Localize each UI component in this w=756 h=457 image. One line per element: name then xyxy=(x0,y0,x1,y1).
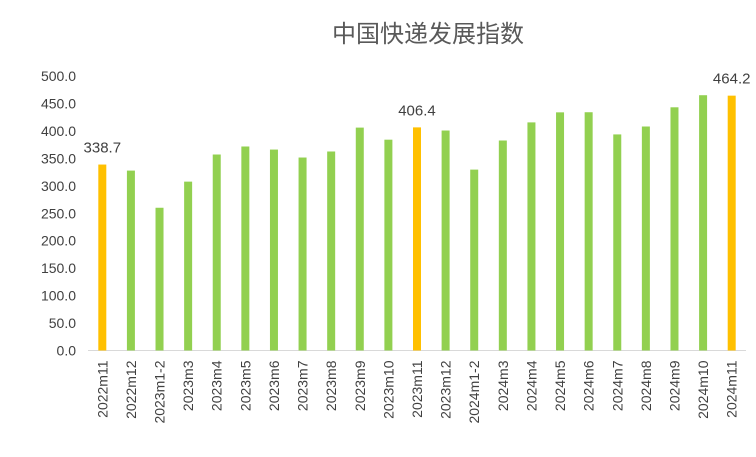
bar-2023m3 xyxy=(184,181,193,351)
data-label: 406.4 xyxy=(398,102,436,119)
y-tick-label: 50.0 xyxy=(49,315,76,331)
x-tick-label: 2023m9 xyxy=(352,360,368,411)
x-tick-label: 2023m8 xyxy=(323,360,339,411)
bar-2024m8 xyxy=(641,126,650,351)
y-tick-label: 450.0 xyxy=(41,95,76,111)
x-tick-label: 2023m4 xyxy=(209,360,225,411)
bar-2024m10 xyxy=(699,95,708,351)
x-tick-label: 2024m5 xyxy=(552,360,568,411)
chart-title: 中国快递发展指数 xyxy=(332,20,524,48)
bar-2023m10 xyxy=(384,139,393,351)
x-tick-label: 2023m6 xyxy=(266,360,282,411)
x-tick-label: 2024m8 xyxy=(638,360,654,411)
bar-2024m3 xyxy=(498,140,507,351)
x-tick-label: 2024m10 xyxy=(695,360,711,419)
x-tick-label: 2023m10 xyxy=(380,360,396,419)
bar-2023m4 xyxy=(212,154,221,351)
x-tick-label: 2023m1-2 xyxy=(152,360,168,423)
bar-2023m1-2 xyxy=(155,207,164,351)
x-tick-label: 2024m1-2 xyxy=(466,360,482,423)
bar-2024m7 xyxy=(613,134,622,351)
x-tick-label: 2024m4 xyxy=(523,360,539,411)
x-tick-label: 2023m3 xyxy=(180,360,196,411)
x-tick-label: 2024m7 xyxy=(609,360,625,411)
bar-2023m12 xyxy=(441,130,450,351)
x-tick-label: 2022m12 xyxy=(123,360,139,419)
bar-2023m11 xyxy=(413,127,421,351)
y-tick-label: 150.0 xyxy=(41,260,76,276)
bar-2024m11 xyxy=(727,95,736,351)
bar-2024m5 xyxy=(556,112,565,351)
y-tick-label: 100.0 xyxy=(41,288,76,304)
data-label: 338.7 xyxy=(84,140,122,157)
y-tick-label: 400.0 xyxy=(41,123,76,139)
x-tick-label: 2023m5 xyxy=(237,360,253,411)
x-tick-label: 2024m9 xyxy=(666,360,682,411)
bar-2024m4 xyxy=(527,122,536,351)
bar-2023m9 xyxy=(355,127,364,351)
y-tick-label: 0.0 xyxy=(57,343,77,359)
y-tick-label: 300.0 xyxy=(41,178,76,194)
y-tick-label: 500.0 xyxy=(41,68,76,84)
y-tick-label: 250.0 xyxy=(41,205,76,221)
bar-2023m6 xyxy=(269,149,278,351)
x-tick-label: 2022m11 xyxy=(94,360,110,418)
bar-2023m7 xyxy=(298,157,307,351)
data-label: 464.2 xyxy=(713,71,751,88)
bar-2023m5 xyxy=(241,146,250,351)
bar-2022m12 xyxy=(126,170,135,351)
x-tick-label: 2023m12 xyxy=(438,360,454,419)
x-tick-label: 2024m3 xyxy=(495,360,511,411)
x-tick-label: 2024m11 xyxy=(724,360,740,418)
bar-2024m9 xyxy=(670,107,679,351)
bar-2022m11 xyxy=(98,164,107,351)
bar-2024m6 xyxy=(584,112,593,351)
x-tick-label: 2023m11 xyxy=(409,360,425,418)
x-tick-label: 2023m7 xyxy=(295,360,311,411)
y-tick-label: 200.0 xyxy=(41,233,76,249)
x-tick-label: 2024m6 xyxy=(581,360,597,411)
y-tick-label: 350.0 xyxy=(41,150,76,166)
bar-2024m1-2 xyxy=(470,169,479,351)
bar-2023m8 xyxy=(327,151,336,351)
